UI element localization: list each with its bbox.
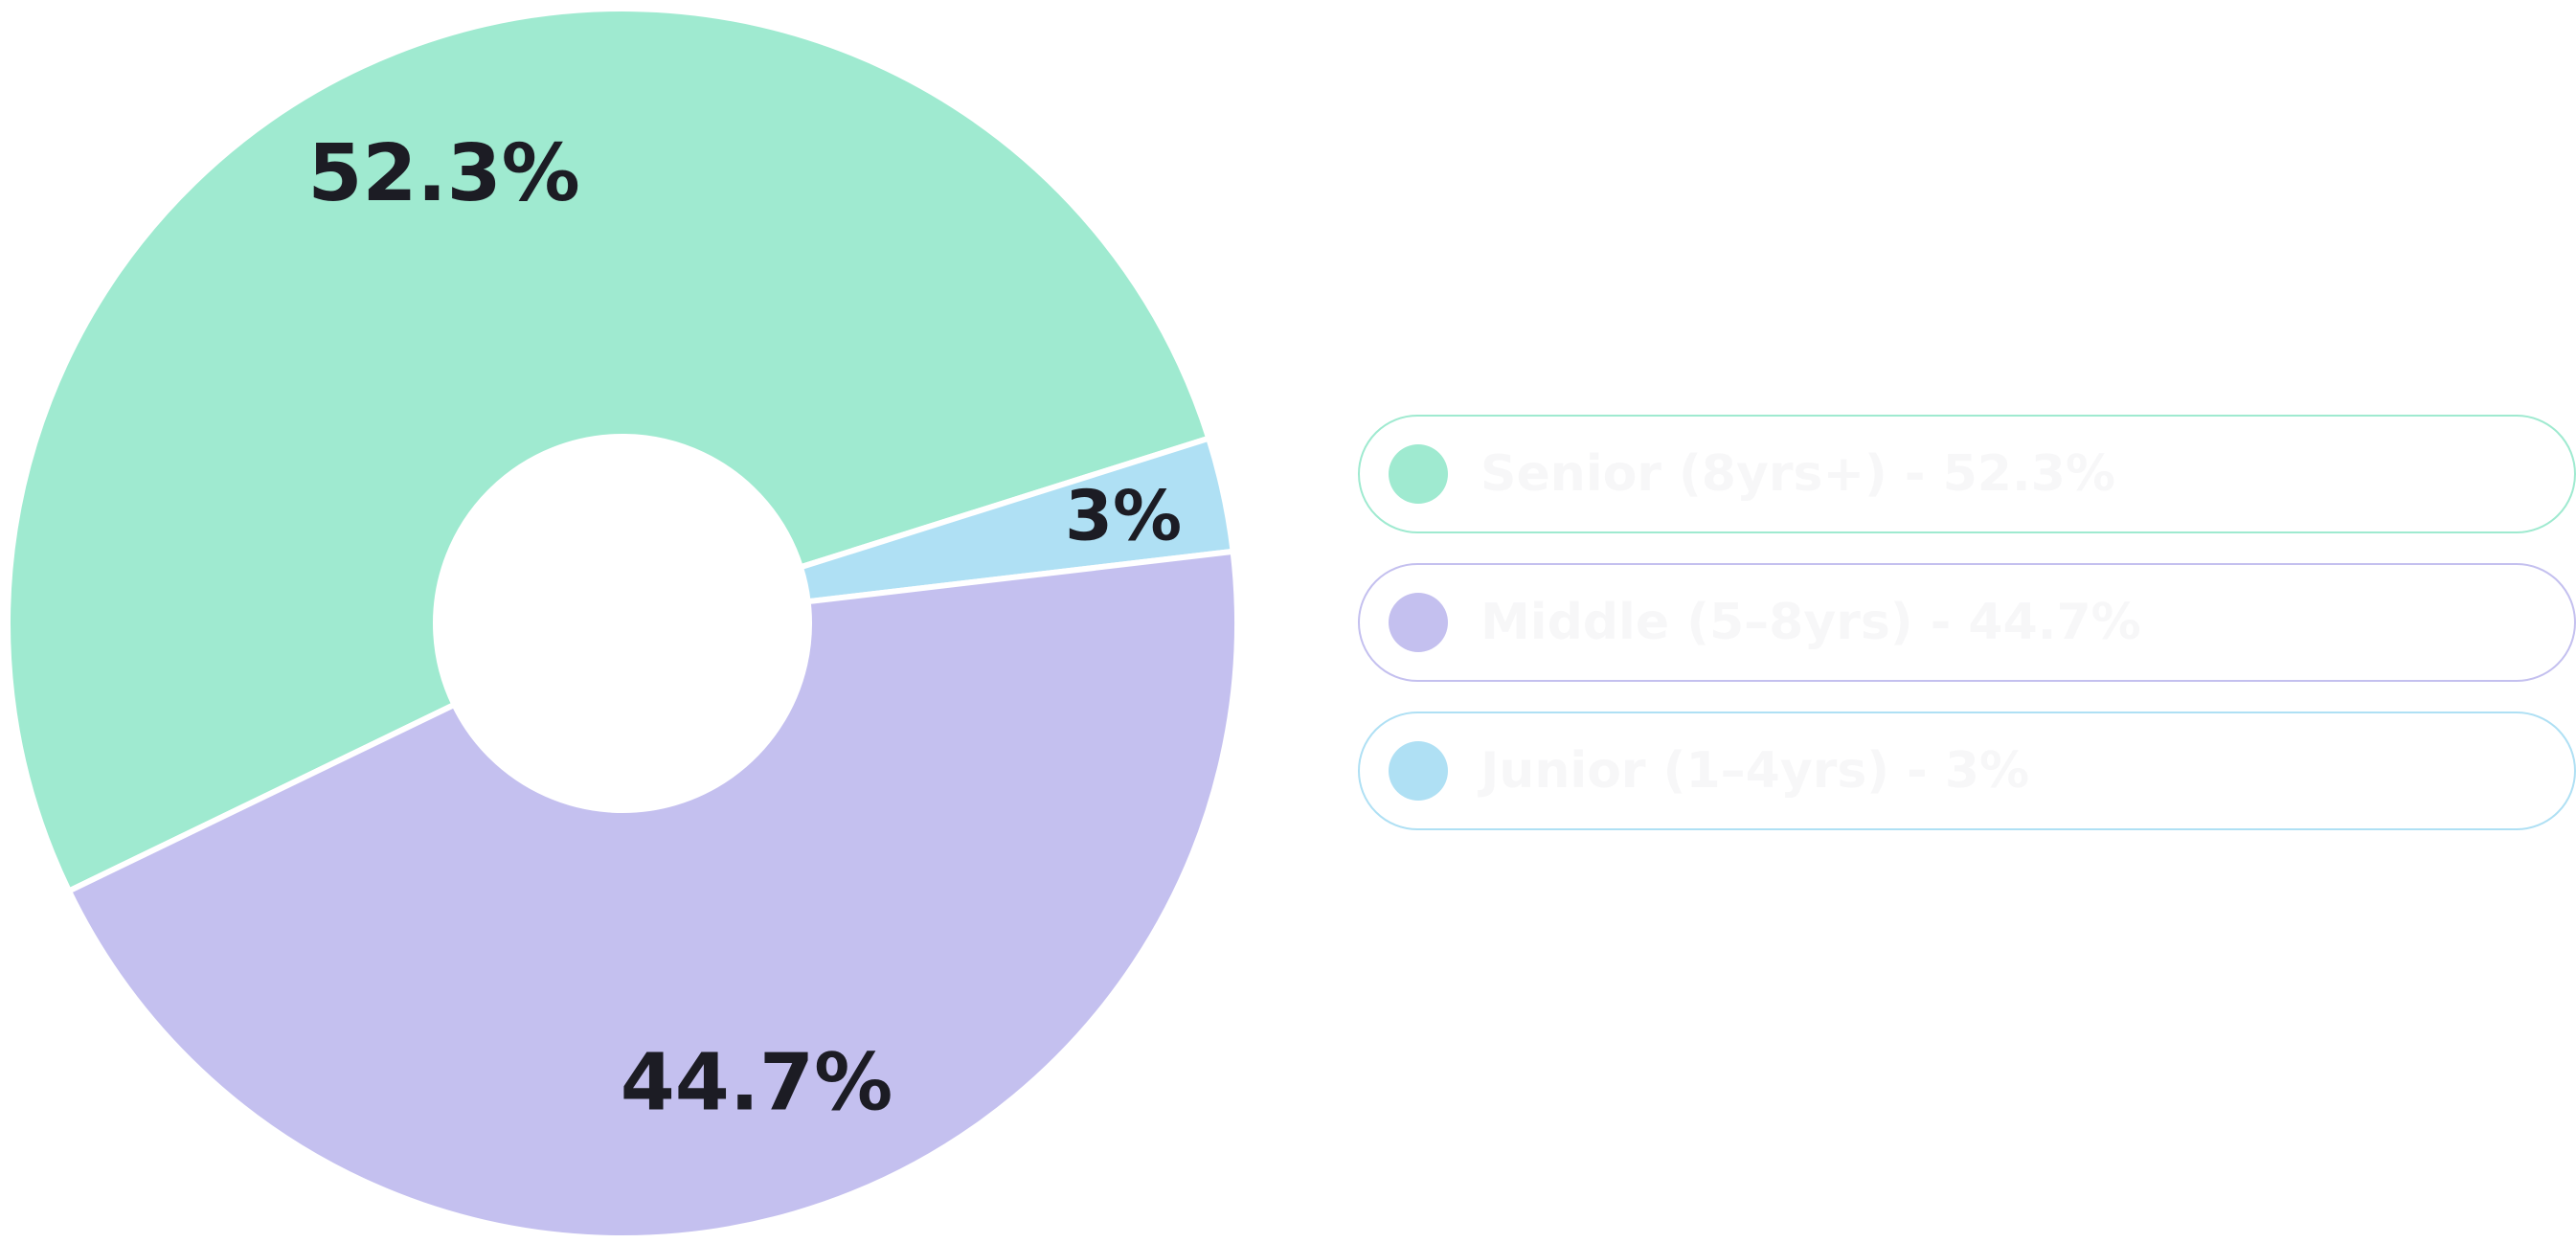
legend-item-middle[interactable]: Middle (5–8yrs) - 44.7% bbox=[1358, 563, 2576, 682]
legend-dot-junior bbox=[1389, 741, 1448, 801]
donut-slices bbox=[5, 6, 1240, 1241]
legend-label-middle: Middle (5–8yrs) - 44.7% bbox=[1480, 594, 2141, 651]
legend-dot-senior bbox=[1389, 444, 1448, 504]
chart-legend: Senior (8yrs+) - 52.3% Middle (5–8yrs) -… bbox=[1358, 415, 2576, 860]
slice-value-label-senior: 52.3% bbox=[307, 128, 579, 219]
legend-label-junior: Junior (1–4yrs) - 3% bbox=[1480, 742, 2030, 800]
legend-label-senior: Senior (8yrs+) - 52.3% bbox=[1480, 445, 2115, 503]
legend-item-senior[interactable]: Senior (8yrs+) - 52.3% bbox=[1358, 415, 2576, 533]
donut-slice-senior[interactable] bbox=[5, 6, 1212, 894]
slice-value-label-junior: 3% bbox=[1065, 476, 1182, 556]
legend-item-junior[interactable]: Junior (1–4yrs) - 3% bbox=[1358, 712, 2576, 830]
donut-slice-middle[interactable] bbox=[65, 548, 1240, 1241]
legend-dot-middle bbox=[1389, 593, 1448, 652]
donut-value-labels: 52.3% 3% 44.7% bbox=[307, 128, 1182, 1128]
slice-value-label-middle: 44.7% bbox=[621, 1038, 893, 1129]
donut-chart: 52.3% 3% 44.7% bbox=[5, 6, 1240, 1241]
